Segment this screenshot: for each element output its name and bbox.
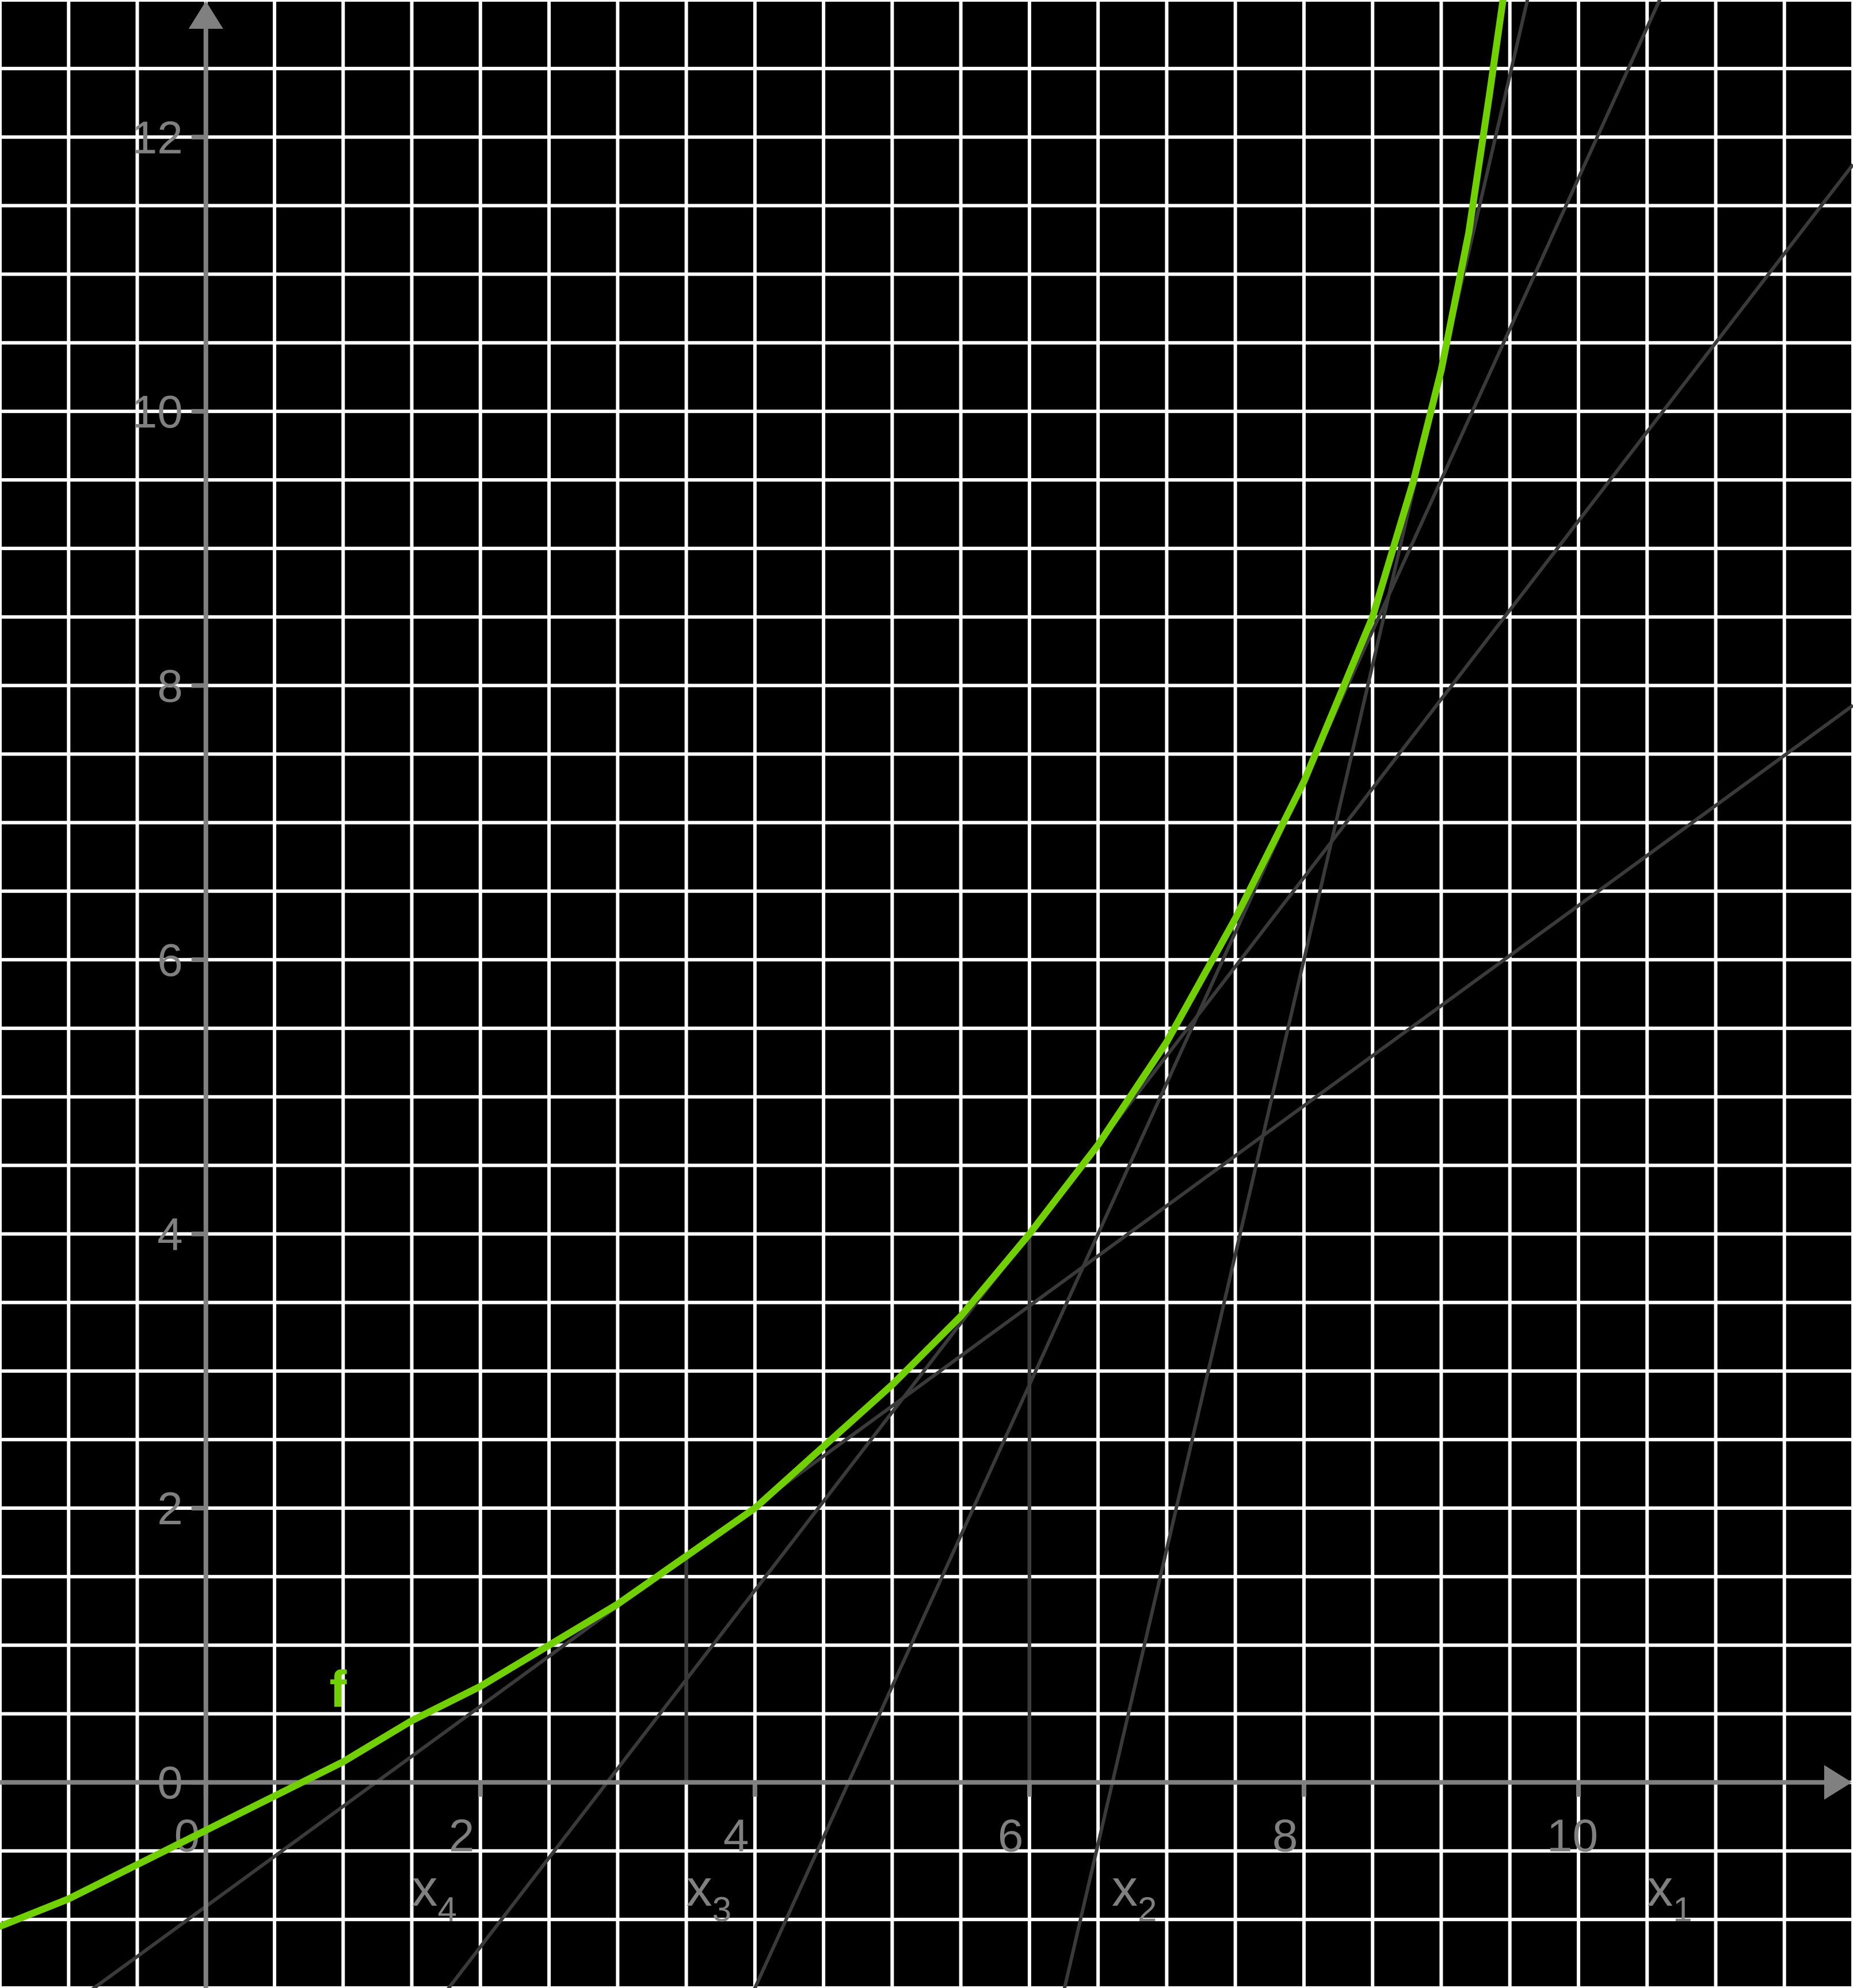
tangent-line-2 <box>0 0 1853 1988</box>
x-axis-arrow <box>1824 1765 1852 1800</box>
tangent-line-1 <box>0 0 1853 1988</box>
y-tick-label-0: 0 <box>157 1757 183 1808</box>
axes: 0246810024681012 <box>0 1 1852 1988</box>
curve-f <box>0 0 1503 1926</box>
y-tick-label-6: 6 <box>157 934 183 986</box>
x-tick-label-8: 8 <box>1272 1810 1298 1861</box>
x-tick-label-4: 4 <box>723 1810 749 1861</box>
tangent-lines <box>0 0 1853 1988</box>
y-tick-label-12: 12 <box>132 112 183 163</box>
x-tick-label-10: 10 <box>1547 1810 1598 1861</box>
chart-svg: 0246810024681012fx1x2x3x4 <box>0 0 1853 1988</box>
x-tick-label-2: 2 <box>449 1810 475 1861</box>
y-tick-label-8: 8 <box>157 660 183 711</box>
y-tick-label-10: 10 <box>132 386 183 437</box>
grid <box>0 0 1853 1988</box>
y-axis-arrow <box>189 1 223 29</box>
curve-label: f <box>329 1661 347 1719</box>
chart-container: 0246810024681012fx1x2x3x4 <box>0 0 1853 1988</box>
y-tick-label-4: 4 <box>157 1208 183 1260</box>
y-tick-label-2: 2 <box>157 1483 183 1534</box>
x-tick-label-6: 6 <box>998 1810 1024 1861</box>
